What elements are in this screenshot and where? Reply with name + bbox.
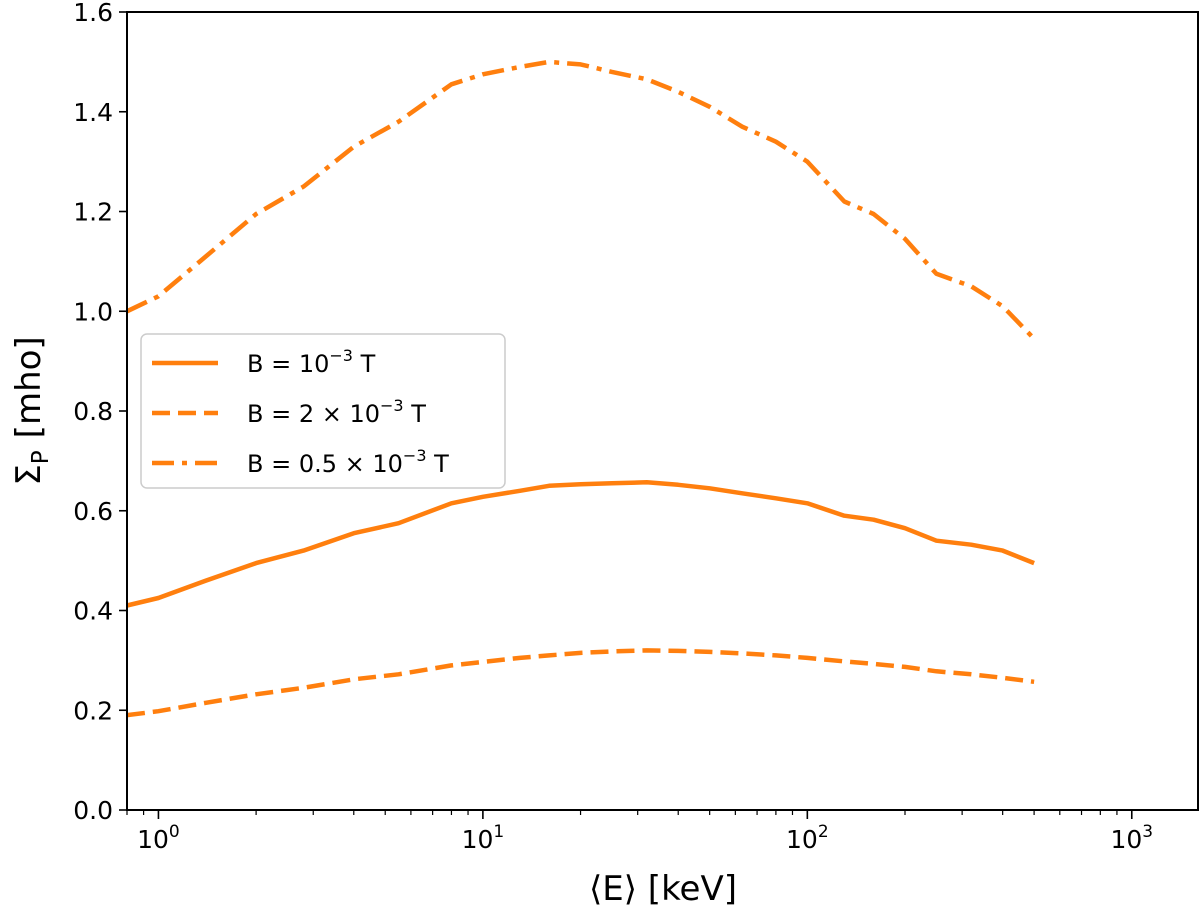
x-axis-label: ⟨E⟩ [keV] xyxy=(589,869,737,909)
y-axis-label-unit: [mho] xyxy=(9,336,49,438)
y-tick-label: 0.0 xyxy=(73,796,113,825)
x-tick-label: 103 xyxy=(1110,822,1153,854)
y-tick-label: 0.8 xyxy=(73,397,113,426)
y-tick-label: 1.4 xyxy=(73,98,113,127)
legend-label-1: B = 10−3 T xyxy=(247,346,376,378)
y-tick-label: 1.2 xyxy=(73,198,113,227)
y-tick-label: 0.6 xyxy=(73,497,113,526)
x-tick-label: 100 xyxy=(137,822,180,854)
legend-label-3: B = 0.5 × 10−3 T xyxy=(247,446,449,478)
series-line-1 xyxy=(126,480,1035,608)
series-line-3 xyxy=(126,59,1036,341)
ticks-layer: 0.0 0.2 0.4 0.6 0.8 1.0 1.2 1.4 1.6 100 101 102 103 xyxy=(73,0,1153,854)
legend-box xyxy=(140,333,506,489)
x-tick-label: 102 xyxy=(786,822,829,854)
y-tick-label: 0.4 xyxy=(73,597,113,626)
y-tick-label: 1.6 xyxy=(73,0,113,27)
x-tick-label: 101 xyxy=(462,822,505,854)
legend: B = 10−3 T B = 2 × 10−3 T B = 0.5 × 10−3 T xyxy=(140,333,506,489)
y-axis-label-symbol: Σ xyxy=(9,464,49,485)
y-tick-label: 1.0 xyxy=(73,297,113,326)
y-tick-label: 0.2 xyxy=(73,696,113,725)
series-line-2 xyxy=(126,648,1035,718)
y-axis-label: ΣP [mho] xyxy=(9,336,54,485)
y-axis-label-subscript: P xyxy=(28,450,54,464)
series-layer xyxy=(126,59,1036,718)
legend-label-2: B = 2 × 10−3 T xyxy=(247,396,426,428)
